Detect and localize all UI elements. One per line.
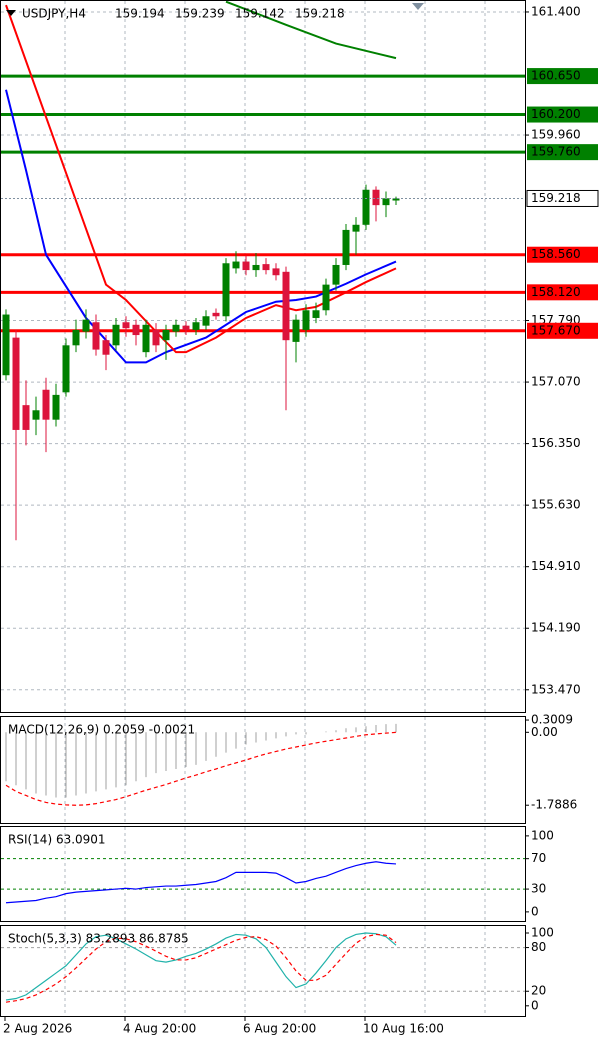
current-price-label: 159.218 [531, 191, 581, 205]
candle-body [262, 264, 270, 271]
y-tick-label: 100 [531, 926, 554, 940]
candle-body [212, 312, 220, 317]
level-label: 158.120 [531, 285, 581, 299]
indicator-title: MACD(12,26,9) 0.2059 -0.0021 [8, 723, 195, 737]
candle-body [352, 224, 360, 232]
y-tick-label: 159.960 [531, 128, 581, 142]
x-tick-label: 6 Aug 20:00 [243, 1022, 316, 1036]
level-label-box [527, 284, 598, 301]
candle-body [332, 264, 340, 285]
candle-body [82, 319, 90, 332]
candle-body [52, 394, 60, 420]
candle-body [392, 198, 400, 201]
candle-body [142, 324, 150, 353]
indicator-title: RSI(14) 63.0901 [8, 833, 106, 847]
ohlc-value: 159.194 [115, 7, 165, 21]
indicator-line [5, 933, 397, 1003]
candle-body [72, 329, 80, 346]
ohlc-value: 159.218 [295, 7, 345, 21]
indicator-line [5, 932, 397, 1001]
candle-body [32, 410, 40, 420]
candle-body [222, 263, 230, 317]
y-tick-label: 153.470 [531, 682, 581, 696]
candle-body [302, 310, 310, 330]
candle-body [132, 324, 140, 336]
current-price-box [526, 189, 599, 207]
candle-body [382, 198, 390, 206]
level-label: 159.760 [531, 145, 581, 159]
candle-body [22, 405, 30, 430]
moving-average [225, 0, 397, 60]
y-tick-label: 0 [531, 998, 539, 1012]
candle-body [312, 310, 320, 318]
candle-body [292, 319, 300, 342]
candle-body [272, 268, 280, 276]
candle-body [242, 261, 250, 271]
y-tick-label: 20 [531, 984, 546, 998]
y-tick-label: 154.910 [531, 559, 581, 573]
candle-body [282, 271, 290, 341]
indicator-line [5, 731, 397, 806]
x-tick-label: 2 Aug 2026 [3, 1022, 72, 1036]
indicator-line [5, 861, 397, 904]
candle-body [232, 261, 240, 269]
candle-body [42, 389, 50, 420]
title-marker [6, 10, 16, 16]
panel-frame [0, 716, 526, 824]
candle-body [12, 337, 20, 430]
level-label-box [527, 68, 598, 85]
panel-frame [0, 925, 526, 1017]
candle-body [92, 322, 100, 350]
level-label-box [527, 106, 598, 123]
y-tick-label: -1.7886 [531, 798, 577, 812]
chart-title: USDJPY,H4 [22, 7, 86, 21]
level-label-box [527, 246, 598, 263]
level-label: 158.560 [531, 247, 581, 261]
shift-marker [412, 3, 424, 10]
x-tick-label: 10 Aug 16:00 [363, 1022, 444, 1036]
candle-body [152, 329, 160, 346]
candle-body [192, 322, 200, 330]
level-label-box [527, 144, 598, 161]
level-label-box [527, 322, 598, 339]
panel-frame [0, 826, 526, 922]
ohlc-value: 159.142 [235, 7, 285, 21]
candle-body [202, 316, 210, 326]
y-tick-label: 161.400 [531, 4, 581, 18]
y-tick-label: 154.190 [531, 621, 581, 635]
candle-body [112, 324, 120, 346]
level-label: 160.650 [531, 69, 581, 83]
panel-frame [0, 0, 526, 713]
candle-body [182, 325, 190, 330]
candle-body [172, 324, 180, 332]
candle-body [102, 340, 110, 355]
y-tick-label: 0.00 [531, 725, 558, 739]
level-label: 157.670 [531, 323, 581, 337]
indicator-title: Stoch(5,3,3) 83.2893 86.8785 [8, 932, 189, 946]
candle-body [2, 314, 10, 376]
ohlc-value: 159.239 [175, 7, 225, 21]
candle-body [122, 322, 130, 329]
level-label: 160.200 [531, 107, 581, 121]
y-tick-label: 156.350 [531, 436, 581, 450]
candle-body [252, 264, 260, 271]
y-tick-label: 100 [531, 828, 554, 842]
candle-body [372, 189, 380, 206]
x-tick-label: 4 Aug 20:00 [123, 1022, 196, 1036]
candle-body [322, 284, 330, 311]
y-tick-label: 80 [531, 940, 546, 954]
y-tick-label: 157.070 [531, 375, 581, 389]
moving-average [5, 4, 397, 354]
candle-body [62, 345, 70, 393]
candle-body [362, 189, 370, 225]
y-tick-label: 155.630 [531, 498, 581, 512]
y-tick-label: 30 [531, 882, 546, 896]
y-tick-label: 70 [531, 851, 546, 865]
y-tick-label: 0.3009 [531, 713, 573, 727]
y-tick-label: 0 [531, 904, 539, 918]
candle-body [162, 329, 170, 341]
candle-body [342, 229, 350, 265]
